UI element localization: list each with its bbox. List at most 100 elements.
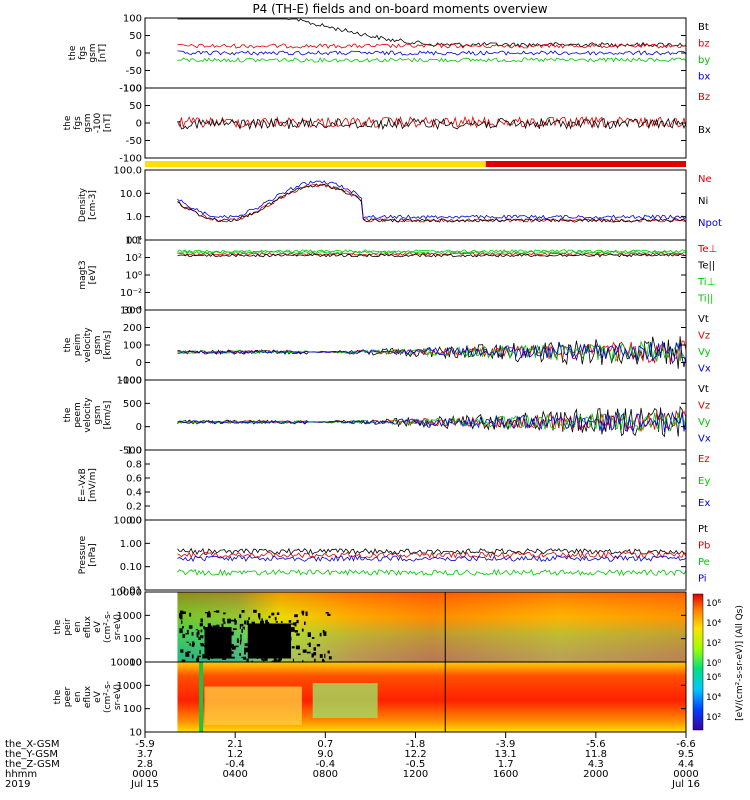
spectrogram-noise xyxy=(240,637,242,642)
y-axis-label: en xyxy=(73,621,83,632)
spectrogram-noise xyxy=(235,620,237,623)
trace-bt-fgs_gsm xyxy=(177,18,687,48)
spectrogram-noise xyxy=(235,645,239,648)
panel-fgs_gsm: 100 50 0 -50 -100 the fgs gsm [nT] Bt bz by bx xyxy=(68,14,710,95)
spectrogram-noise xyxy=(241,623,244,627)
trace-by-fgs_gsm xyxy=(177,57,687,63)
panel-peir_spec: 10000 1000 100 10 the peir en eflux eV (cm²-s-sr-… xyxy=(53,588,687,669)
panel-temp: 10⁴ 10² 10⁰ 10⁻² 10⁻⁴ magt3 [eV] Te⊥ Te|| Ti⊥ Ti|| xyxy=(78,236,717,317)
spectrogram-noise xyxy=(240,634,242,637)
panel-peem_vel: 1000 500 0 -500 the peem velocity gsm [km/s] Vt Vz… xyxy=(63,376,711,457)
spectrogram-noise xyxy=(275,621,278,623)
spectrogram-noise xyxy=(215,610,220,613)
y-axis-label: sr-eV) xyxy=(113,614,123,640)
spectrogram-noise xyxy=(244,647,248,653)
y-tick-label: 1000 xyxy=(117,611,142,622)
spectrogram-noise xyxy=(265,620,268,626)
spectrogram-noise xyxy=(234,622,237,625)
spectrogram-noise xyxy=(306,651,311,654)
spectrogram-noise xyxy=(261,618,263,623)
spectrogram-noise xyxy=(292,658,294,662)
spectrogram-noise xyxy=(243,656,247,660)
y-axis-label: peer xyxy=(63,686,73,707)
y-tick-label: 200 xyxy=(123,323,142,334)
spectrogram-noise xyxy=(246,620,249,625)
figure-title: P4 (TH-E) fields and on-board moments ov… xyxy=(252,2,547,16)
trace-ne-density xyxy=(177,183,687,223)
trace-pe-pressure xyxy=(177,568,687,577)
spectrogram-noise xyxy=(230,619,235,622)
spectrogram-noise xyxy=(199,635,204,638)
trace-vt-peim_vel xyxy=(177,336,687,369)
spectrogram-region xyxy=(204,686,302,725)
spectrogram-noise xyxy=(251,621,255,625)
spectrogram-noise xyxy=(206,612,211,618)
spectrogram-noise xyxy=(180,649,184,653)
spectrogram-noise xyxy=(231,651,234,654)
colorbar-label: [eV/(cm²-s-sr-eV)] (All Qs) xyxy=(735,605,745,721)
spectrogram-noise xyxy=(192,642,195,645)
y-axis-label: fgs xyxy=(73,116,83,130)
y-tick-label: 1000 xyxy=(117,681,142,692)
colorbar-tick: 10⁶ xyxy=(706,599,721,609)
spectrogram-noise xyxy=(308,645,311,647)
spectrogram-noise xyxy=(203,626,205,630)
trace-pt-pressure xyxy=(177,547,687,556)
legend-npot: Npot xyxy=(698,218,722,229)
y-tick-label: 50 xyxy=(129,101,142,112)
spectrogram-noise xyxy=(242,626,245,629)
y-axis-label: gsm xyxy=(93,335,103,354)
axis-value: 1600 xyxy=(493,769,518,780)
y-tick-label: 10⁰ xyxy=(125,271,142,282)
colorbar-tick: 10⁰ xyxy=(706,659,721,669)
y-axis-label: [mV/m] xyxy=(88,468,98,502)
y-tick-label: 10 xyxy=(129,728,142,739)
y-axis-label: eV xyxy=(93,620,103,633)
y-axis-label: [cm-3] xyxy=(88,190,98,220)
trace-bz-fgs_gsm_hi xyxy=(177,115,687,129)
spectrogram-noise xyxy=(222,618,225,622)
spectrogram-noise xyxy=(314,658,316,663)
spectrogram-noise xyxy=(244,650,246,655)
spectrogram-colorbar: 10⁶ 10⁴ 10² 10⁰ 10⁶ 10⁴ 10² [eV/(cm²-s-sr-eV)] … xyxy=(692,593,745,731)
axis-value: 0800 xyxy=(313,769,338,780)
spectrogram-noise xyxy=(197,655,200,661)
spectrogram-noise xyxy=(301,628,304,632)
axis-value: -3.9 xyxy=(496,739,516,750)
axis-value: -5.9 xyxy=(135,739,155,750)
spectrogram-noise xyxy=(260,620,264,626)
legend-vx: Vx xyxy=(698,364,711,375)
spectrogram-noise xyxy=(200,643,205,647)
spectrogram-noise xyxy=(319,632,322,637)
y-axis-label: Pressure xyxy=(78,535,88,574)
y-axis-label: eflux xyxy=(83,685,93,708)
trace-npot-density xyxy=(177,180,687,220)
spectrogram-noise xyxy=(198,637,201,640)
spectrogram-noise xyxy=(258,613,261,617)
panel-frame xyxy=(144,379,687,451)
spectrogram-noise xyxy=(182,626,184,629)
panel-frame xyxy=(144,309,687,381)
axis-value: -1.8 xyxy=(406,739,426,750)
panel-density: 100.0 10.0 1.0 0.1 Density [cm-3] Ne Ni Npot xyxy=(78,166,722,247)
axis-value: -0.4 xyxy=(316,759,336,770)
y-tick-label: 1.0 xyxy=(126,212,142,223)
spectrogram-noise xyxy=(200,618,203,623)
y-tick-label: 1.00 xyxy=(120,539,142,550)
spectrogram-noise xyxy=(189,612,192,617)
spectrogram-noise xyxy=(327,613,331,616)
spectrogram-noise xyxy=(213,611,217,613)
spectrogram-noise xyxy=(191,641,195,643)
colorbar-tick: 10² xyxy=(706,713,721,723)
spectrogram-noise xyxy=(199,650,201,655)
y-tick-label: 0 xyxy=(136,49,142,60)
spectrogram-noise xyxy=(324,653,326,659)
axis-value: 11.8 xyxy=(585,749,607,760)
spectrogram-noise xyxy=(223,612,226,615)
y-tick-label: 0.6 xyxy=(126,474,142,485)
spectrogram-noise xyxy=(292,622,296,626)
legend-bt: Bt xyxy=(698,22,709,33)
y-tick-label: 0.10 xyxy=(120,562,142,573)
y-tick-label: 0.8 xyxy=(126,460,142,471)
